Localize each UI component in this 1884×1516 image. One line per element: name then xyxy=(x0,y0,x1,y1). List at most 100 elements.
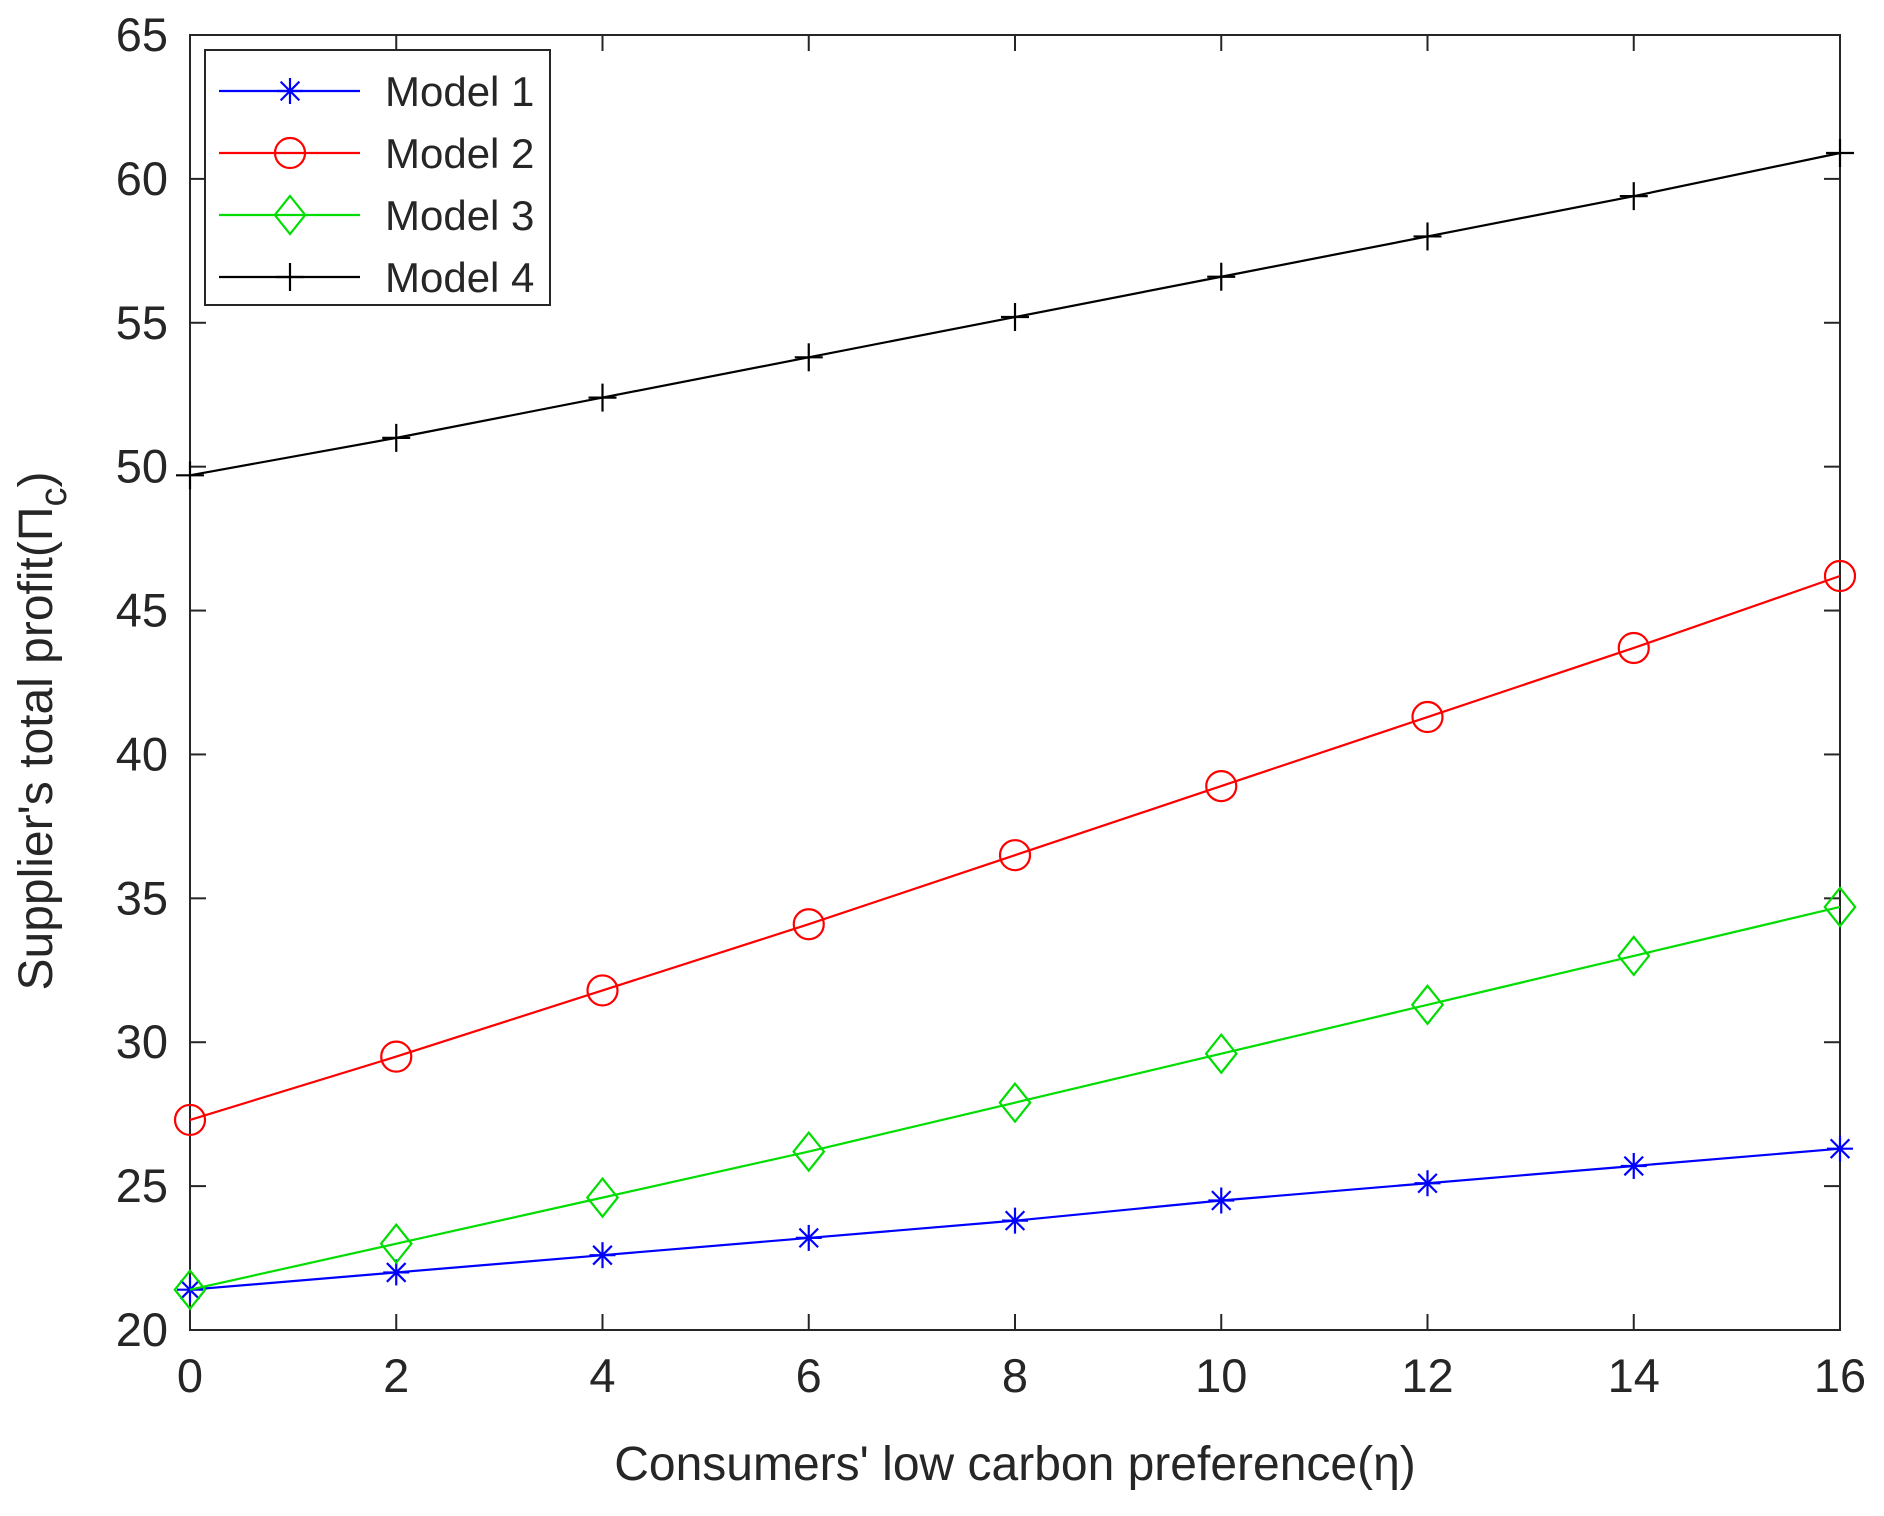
data-point-model-2 xyxy=(586,974,619,1007)
legend-item-model-3: Model 3 xyxy=(219,192,534,239)
x-tick-label: 0 xyxy=(177,1349,203,1402)
marker-stroke xyxy=(798,1227,819,1249)
y-tick-label: 20 xyxy=(116,1303,168,1356)
marker-stroke xyxy=(1829,1138,1851,1159)
legend-label: Model 1 xyxy=(385,68,534,115)
legend-item-model-4: Model 4 xyxy=(219,254,534,301)
marker-shape xyxy=(1204,1032,1238,1075)
data-point-model-1 xyxy=(1208,1187,1235,1214)
data-point-model-2 xyxy=(173,1103,207,1137)
marker-shape xyxy=(1617,631,1650,665)
marker-stroke xyxy=(1417,1173,1438,1194)
legend-label: Model 3 xyxy=(385,192,534,239)
data-point-model-3 xyxy=(1617,935,1651,977)
data-point-model-3 xyxy=(1204,1032,1238,1075)
marker-shape xyxy=(380,1040,413,1073)
x-tick-label: 14 xyxy=(1608,1349,1660,1402)
x-tick-label: 12 xyxy=(1401,1349,1453,1402)
x-tick-label: 6 xyxy=(796,1349,822,1402)
y-axis-label-close: ) xyxy=(10,471,63,487)
data-point-model-1 xyxy=(589,1242,616,1269)
data-point-model-2 xyxy=(1617,631,1650,665)
marker-stroke xyxy=(386,1262,407,1283)
marker-shape xyxy=(379,1222,413,1265)
data-point-model-3 xyxy=(585,1176,620,1219)
y-axis-label: Supplier's total profit(Πc) xyxy=(10,471,75,990)
data-point-model-2 xyxy=(1205,769,1238,803)
series-line-model-3 xyxy=(189,905,1841,1291)
legend-box xyxy=(204,49,551,306)
data-point-model-3 xyxy=(173,1268,207,1311)
data-point-model-1 xyxy=(1002,1207,1028,1234)
marker-shape xyxy=(173,1268,207,1311)
data-point-model-1 xyxy=(795,1224,822,1251)
marker-shape xyxy=(1205,769,1238,803)
marker-stroke xyxy=(592,1245,613,1266)
legend-marker xyxy=(273,136,307,170)
data-point-model-3 xyxy=(792,1130,826,1173)
y-tick-label: 60 xyxy=(116,152,168,205)
y-tick-label: 50 xyxy=(116,440,168,493)
marker-shape xyxy=(273,194,307,236)
legend-item-model-1: Model 1 xyxy=(219,68,534,115)
x-tick-label: 16 xyxy=(1814,1349,1866,1402)
marker-stroke xyxy=(1211,1190,1232,1211)
data-point-model-3 xyxy=(1410,984,1445,1026)
marker-shape xyxy=(1617,935,1651,977)
y-tick-label: 30 xyxy=(116,1015,168,1068)
y-tick-label: 55 xyxy=(116,296,168,349)
x-tick-label: 8 xyxy=(1002,1349,1028,1402)
marker-stroke xyxy=(179,1279,201,1300)
marker-shape xyxy=(1410,984,1445,1026)
marker-stroke xyxy=(1004,1210,1026,1231)
y-tick-label: 45 xyxy=(116,584,168,637)
data-point-model-4 xyxy=(176,461,204,490)
legend-item-model-2: Model 2 xyxy=(219,130,534,177)
data-point-model-4 xyxy=(1001,303,1029,332)
marker-shape xyxy=(173,1103,207,1137)
data-point-model-2 xyxy=(1411,700,1444,734)
marker-shape xyxy=(792,1130,826,1173)
marker-shape xyxy=(792,908,825,941)
data-point-model-4 xyxy=(1826,138,1854,167)
data-point-model-3 xyxy=(379,1222,413,1265)
data-point-model-4 xyxy=(1619,182,1648,211)
y-tick-label: 65 xyxy=(116,8,168,61)
data-point-model-4 xyxy=(1207,262,1236,291)
data-point-model-3 xyxy=(1823,886,1857,928)
data-point-model-1 xyxy=(1827,1135,1853,1162)
data-point-model-3 xyxy=(998,1081,1032,1124)
y-tick-label: 35 xyxy=(116,871,168,924)
data-point-model-2 xyxy=(792,908,825,941)
legend-label: Model 2 xyxy=(385,130,534,177)
data-point-model-1 xyxy=(1620,1152,1647,1179)
data-point-model-4 xyxy=(588,383,617,412)
x-tick-label: 2 xyxy=(383,1349,409,1402)
series-line-model-2 xyxy=(189,574,1841,1121)
marker-shape xyxy=(586,974,619,1007)
marker-stroke xyxy=(279,80,301,102)
marker-stroke xyxy=(1623,1155,1644,1177)
y-axis-label-main: Supplier's total profit(Π xyxy=(10,506,63,990)
y-tick-label: 40 xyxy=(116,727,168,780)
x-tick-label: 4 xyxy=(589,1349,615,1402)
x-axis-label: Consumers' low carbon preference(η) xyxy=(614,1438,1416,1491)
y-tick-label: 25 xyxy=(116,1159,168,1212)
marker-shape xyxy=(998,1081,1032,1124)
data-point-model-1 xyxy=(1414,1170,1441,1197)
marker-shape xyxy=(1411,700,1444,734)
marker-shape xyxy=(998,839,1032,872)
data-point-model-2 xyxy=(1823,559,1857,593)
legend-marker xyxy=(276,263,304,291)
legend-marker xyxy=(277,78,303,104)
data-point-model-4 xyxy=(382,423,411,452)
legend-label: Model 4 xyxy=(385,254,534,301)
marker-shape xyxy=(1823,559,1857,593)
marker-shape xyxy=(585,1176,620,1219)
y-axis-label-subscript: c xyxy=(33,487,75,506)
data-point-model-2 xyxy=(998,839,1032,872)
x-tick-label: 10 xyxy=(1195,1349,1247,1402)
data-point-model-2 xyxy=(380,1040,413,1073)
legend: Model 1 Model 2 Model 3 Model 4 xyxy=(204,49,551,306)
